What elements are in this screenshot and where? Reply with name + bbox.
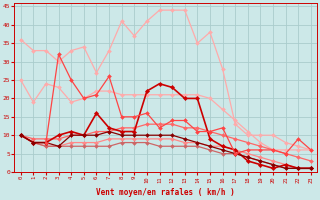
X-axis label: Vent moyen/en rafales ( km/h ): Vent moyen/en rafales ( km/h ) <box>96 188 235 197</box>
